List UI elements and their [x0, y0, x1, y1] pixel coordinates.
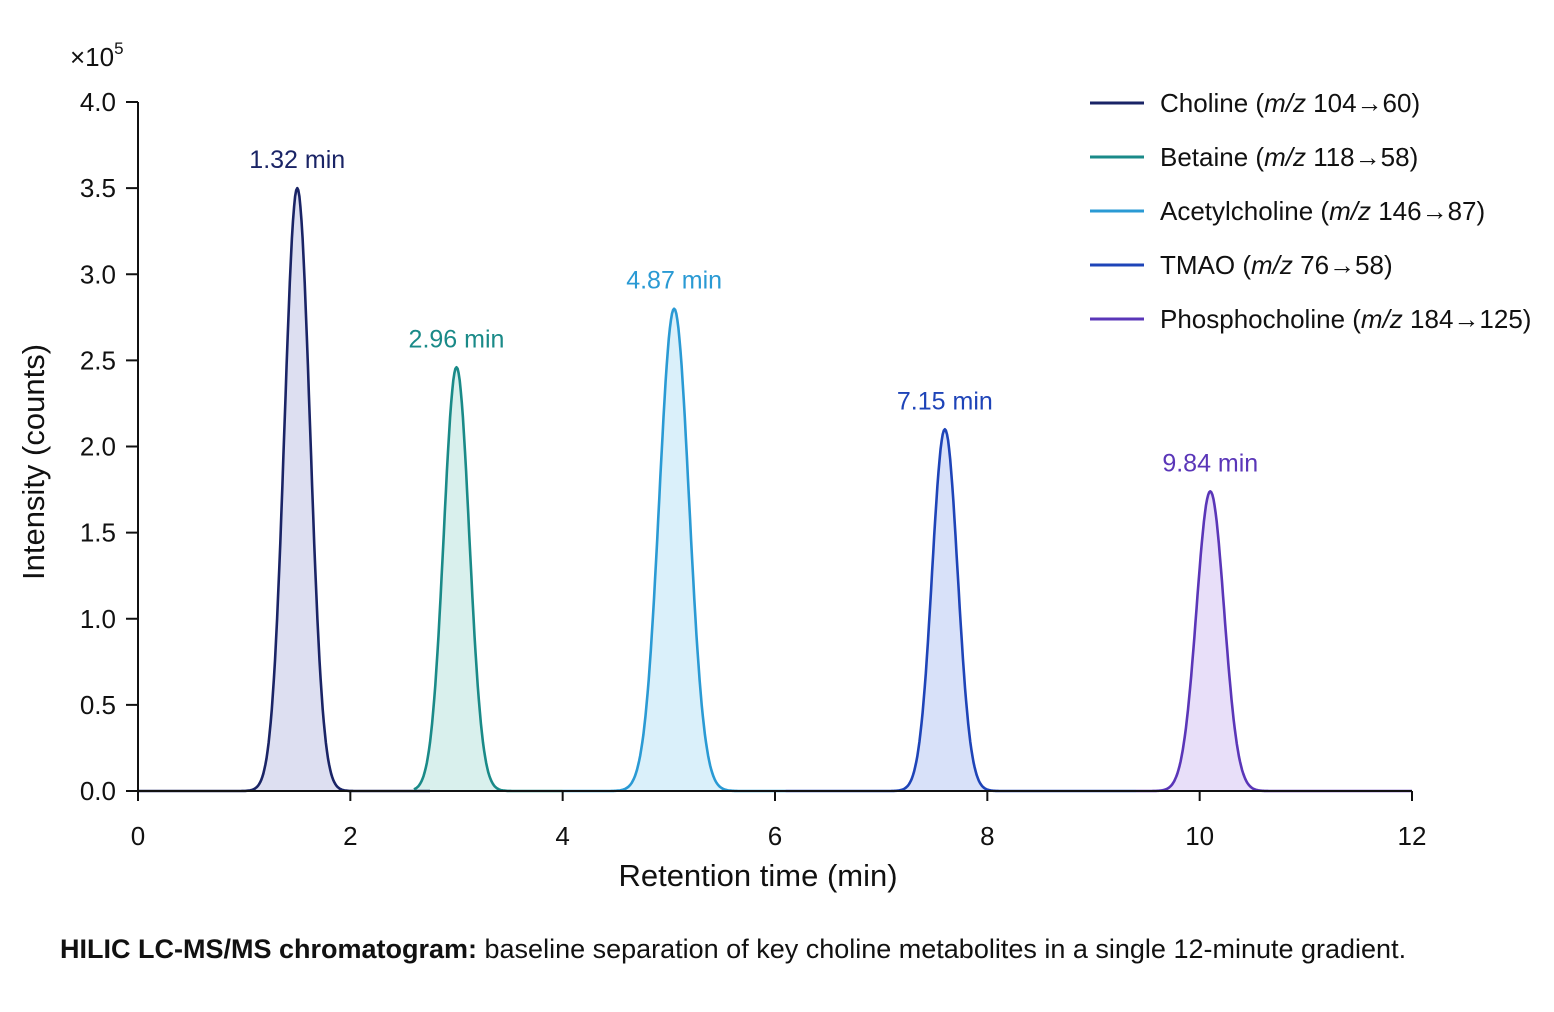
x-tick-label-4: 8 — [980, 821, 994, 851]
peak-fills — [246, 188, 1266, 792]
x-tick-label-3: 6 — [768, 821, 782, 851]
chromatogram-chart: 0 2 4 6 8 10 12 0.0 0.5 1.0 1.5 2.0 2.5 3.0 3.5 4.0 ×10… — [16, 39, 1531, 893]
legend: Choline (m/z 104→60) Betaine (m/z 118→58)… — [1090, 88, 1531, 334]
y-tick-label-7: 3.5 — [80, 173, 116, 203]
legend-entry-betaine: Betaine (m/z 118→58) — [1160, 142, 1418, 172]
x-tick-label-1: 2 — [343, 821, 357, 851]
y-tick-label-5: 2.5 — [80, 345, 116, 375]
y-axis-label: Intensity (counts) — [16, 344, 51, 580]
legend-entry-tmao: TMAO (m/z 76→58) — [1160, 250, 1393, 280]
peak-fill-tmao — [893, 429, 996, 791]
x-axis-label: Retention time (min) — [618, 858, 897, 893]
y-multiplier: ×105 — [70, 39, 124, 72]
legend-entry-phosphocholine: Phosphocholine (m/z 184→125) — [1160, 304, 1531, 334]
y-tick-label-8: 4.0 — [80, 87, 116, 117]
y-tick-label-4: 2.0 — [80, 432, 116, 462]
peak-label-tmao: 7.15 min — [897, 387, 993, 415]
x-tick-label-5: 10 — [1185, 821, 1214, 851]
y-tick-label-0: 0.0 — [80, 776, 116, 806]
peak-label-betaine: 2.96 min — [409, 325, 505, 353]
figure-caption: HILIC LC-MS/MS chromatogram: baseline se… — [60, 934, 1540, 965]
series-line-phosphocholine — [1135, 490, 1413, 793]
peak-fill-acetylcholine — [614, 308, 734, 791]
peak-fill-betaine — [405, 367, 508, 791]
axis-ticks: 0 2 4 6 8 10 12 0.0 0.5 1.0 1.5 2.0 2.5 3.0 3.5 4.0 — [80, 87, 1427, 851]
y-tick-label-3: 1.5 — [80, 518, 116, 548]
legend-entry-acetylcholine: Acetylcholine (m/z 146→87) — [1160, 196, 1485, 226]
peak-label-choline: 1.32 min — [249, 146, 345, 174]
x-tick-label-2: 4 — [555, 821, 569, 851]
caption-text: baseline separation of key choline metab… — [477, 934, 1407, 964]
peak-fill-phosphocholine — [1155, 491, 1266, 791]
y-tick-label-6: 3.0 — [80, 259, 116, 289]
peak-fill-choline — [246, 188, 349, 792]
y-tick-label-2: 1.0 — [80, 604, 116, 634]
peak-label-phosphocholine: 9.84 min — [1162, 449, 1258, 477]
legend-entry-choline: Choline (m/z 104→60) — [1160, 88, 1420, 118]
peak-label-acetylcholine: 4.87 min — [626, 267, 722, 295]
peak-labels: 1.32 min 2.96 min 4.87 min 7.15 min 9.84 min — [249, 146, 1258, 477]
x-tick-label-0: 0 — [131, 821, 145, 851]
y-tick-label-1: 0.5 — [80, 690, 116, 720]
caption-title: HILIC LC-MS/MS chromatogram: — [60, 934, 478, 964]
x-tick-label-6: 12 — [1398, 821, 1427, 851]
